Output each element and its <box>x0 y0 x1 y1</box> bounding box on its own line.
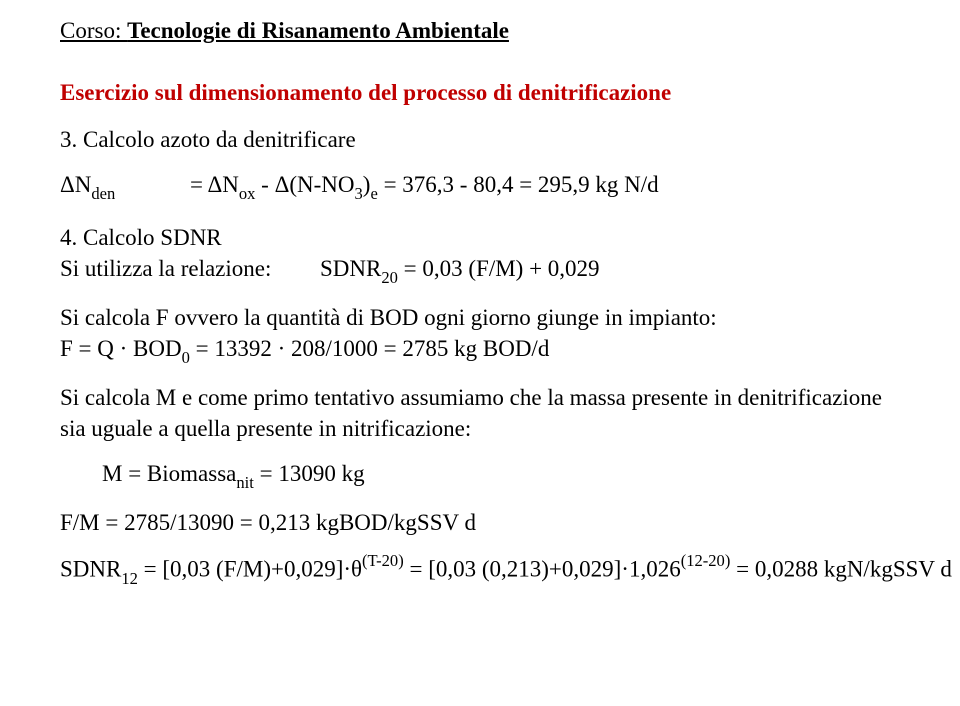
eq-lhs: ΔNden <box>60 169 190 204</box>
f-equation: F = Q · BOD0 = 13392 · 208/1000 = 2785 k… <box>60 333 900 368</box>
sdnr-final: SDNR12 = [0,03 (F/M)+0,029]·θ(T-20) = [0… <box>60 552 900 589</box>
fm-equation: F/M = 2785/13090 = 0,213 kgBOD/kgSSV d <box>60 507 900 538</box>
document-page: Corso: Tecnologie di Risanamento Ambient… <box>0 0 960 589</box>
sdnr-eq: SDNR20 = 0,03 (F/M) + 0,029 <box>320 253 900 288</box>
course-title: Tecnologie di Risanamento Ambientale <box>127 18 509 43</box>
course-label: Corso: <box>60 18 127 43</box>
step3-heading: 3. Calcolo azoto da denitrificare <box>60 124 900 155</box>
m-equation: M = Biomassanit = 13090 kg <box>102 458 900 493</box>
body-content: 3. Calcolo azoto da denitrificare ΔNden … <box>60 124 900 589</box>
step4-heading: 4. Calcolo SDNR <box>60 222 900 253</box>
sdnr-label: Si utilizza la relazione: <box>60 253 320 288</box>
eq-rhs: = ΔNox - Δ(N-NO3)e = 376,3 - 80,4 = 295,… <box>190 169 900 204</box>
f-intro: Si calcola F ovvero la quantità di BOD o… <box>60 302 900 333</box>
exercise-title: Esercizio sul dimensionamento del proces… <box>60 80 900 106</box>
sdnr-relation: Si utilizza la relazione: SDNR20 = 0,03 … <box>60 253 900 288</box>
course-header: Corso: Tecnologie di Risanamento Ambient… <box>60 18 900 44</box>
m-intro: Si calcola M e come primo tentativo assu… <box>60 382 900 444</box>
step3-equation: ΔNden = ΔNox - Δ(N-NO3)e = 376,3 - 80,4 … <box>60 169 900 204</box>
